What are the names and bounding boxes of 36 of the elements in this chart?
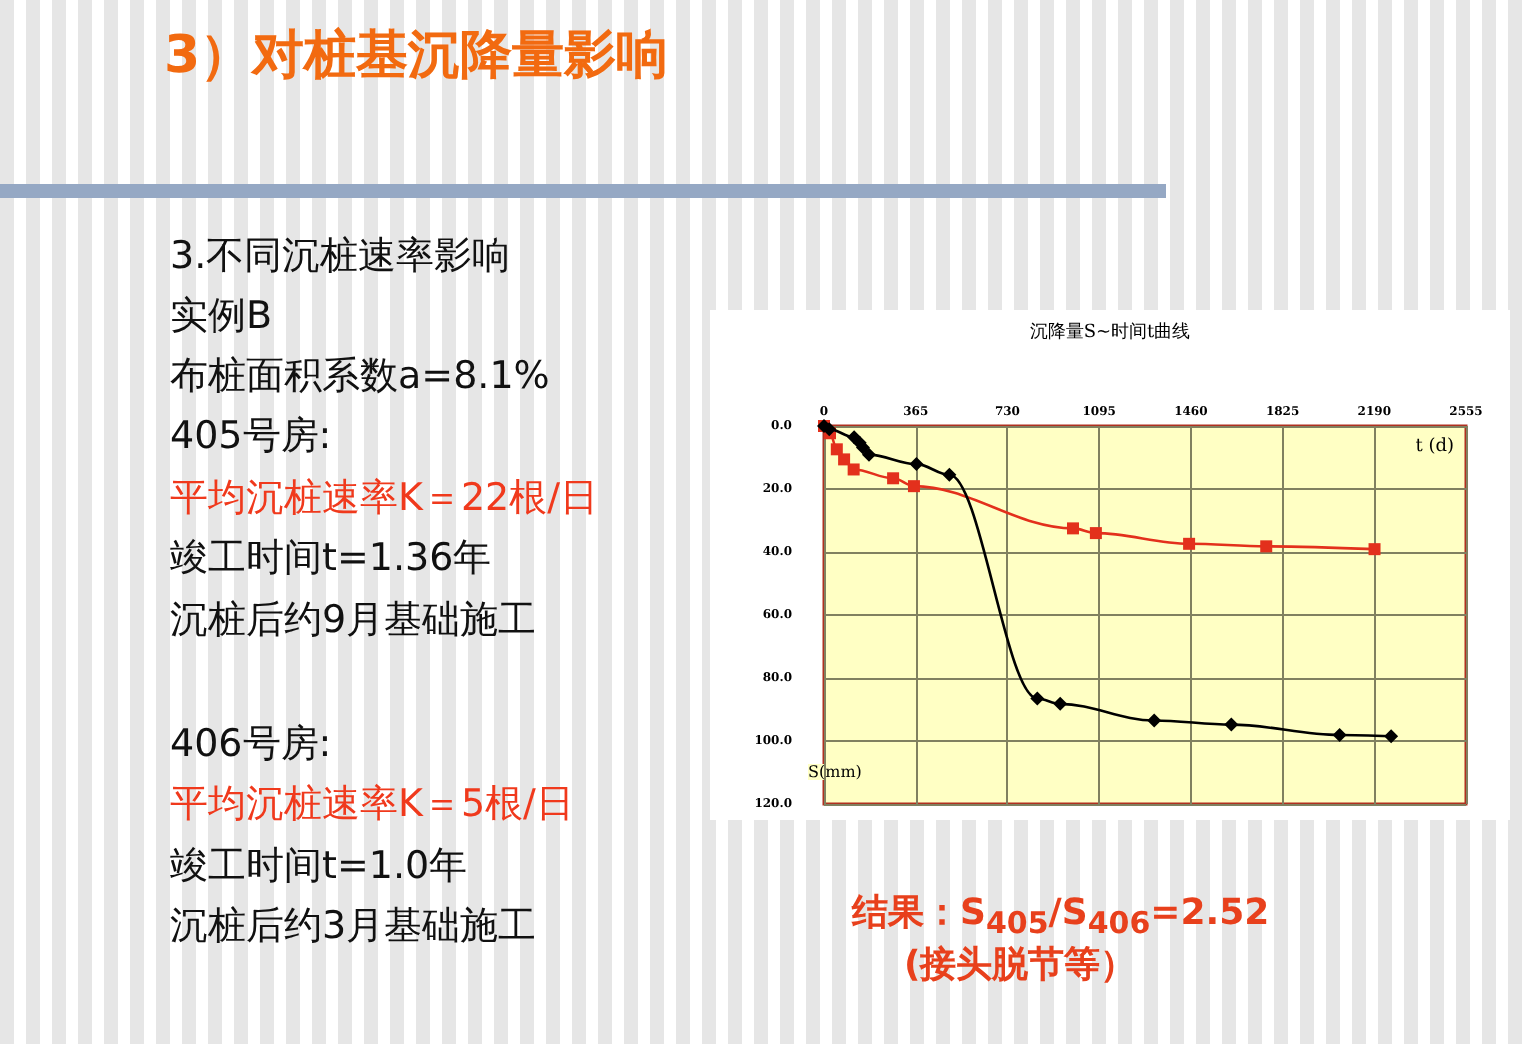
text: 406号房: [170, 720, 332, 770]
text: 实例B [170, 292, 273, 342]
text: 竣工时间t=1.36年 [170, 534, 492, 584]
point [847, 463, 860, 476]
point [1260, 540, 1273, 553]
point [942, 467, 957, 482]
point [1384, 729, 1399, 744]
point [1183, 537, 1196, 550]
point [907, 480, 920, 493]
text: 平均沉桩速率K＝22根/日 [170, 474, 599, 524]
point [1147, 713, 1162, 728]
point [1053, 696, 1068, 711]
text: 竣工时间t=1.0年 [170, 842, 468, 892]
text: 3）对桩基沉降量影响 [164, 24, 669, 90]
point [909, 457, 924, 472]
text: 布桩面积系数a=8.1% [170, 352, 550, 402]
point [1089, 527, 1102, 540]
point [838, 453, 851, 466]
point [1224, 717, 1239, 732]
text: (接头脱节等） [904, 942, 1137, 988]
point [887, 472, 900, 485]
point [830, 443, 843, 456]
y-axis-title: S(mm) [808, 763, 862, 781]
text: 沉桩后约3月基础施工 [170, 902, 537, 952]
x-axis-title: t (d) [1415, 437, 1455, 457]
point [1030, 691, 1045, 706]
point [1368, 543, 1381, 556]
point [1332, 728, 1347, 743]
point [861, 447, 876, 462]
text: 沉桩后约9月基础施工 [170, 596, 537, 646]
text: 3.不同沉桩速率影响 [170, 232, 511, 282]
chart-title: 沉降量S~时间t曲线 [1029, 321, 1191, 343]
text: 405号房: [170, 412, 332, 462]
text: 平均沉桩速率K＝5根/日 [170, 780, 574, 830]
text: 结果：S$_{405}$/S$_{406}$=2.52 [852, 890, 1270, 942]
point [1067, 522, 1080, 535]
